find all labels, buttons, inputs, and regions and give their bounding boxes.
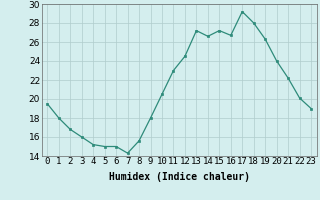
X-axis label: Humidex (Indice chaleur): Humidex (Indice chaleur) [109,172,250,182]
